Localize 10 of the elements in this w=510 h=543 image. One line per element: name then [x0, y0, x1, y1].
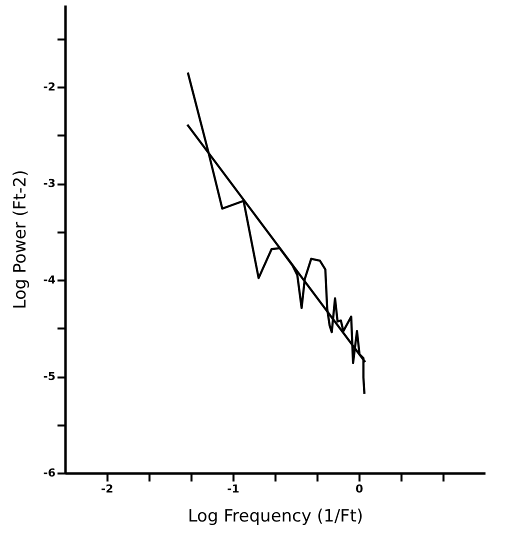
- y-tick-label: -4: [43, 274, 56, 287]
- y-axis-title: Log Power (Ft-2): [10, 170, 30, 310]
- y-tick-label: -6: [43, 466, 56, 480]
- x-tick-label: -2: [101, 482, 114, 496]
- x-tick-label: -1: [227, 482, 240, 496]
- y-tick-label: -3: [43, 177, 56, 190]
- x-axis-title: Log Frequency (1/Ft): [188, 506, 364, 526]
- y-tick-label: -5: [43, 370, 56, 384]
- y-tick-label: -2: [43, 80, 56, 94]
- x-tick-label: 0: [356, 482, 364, 496]
